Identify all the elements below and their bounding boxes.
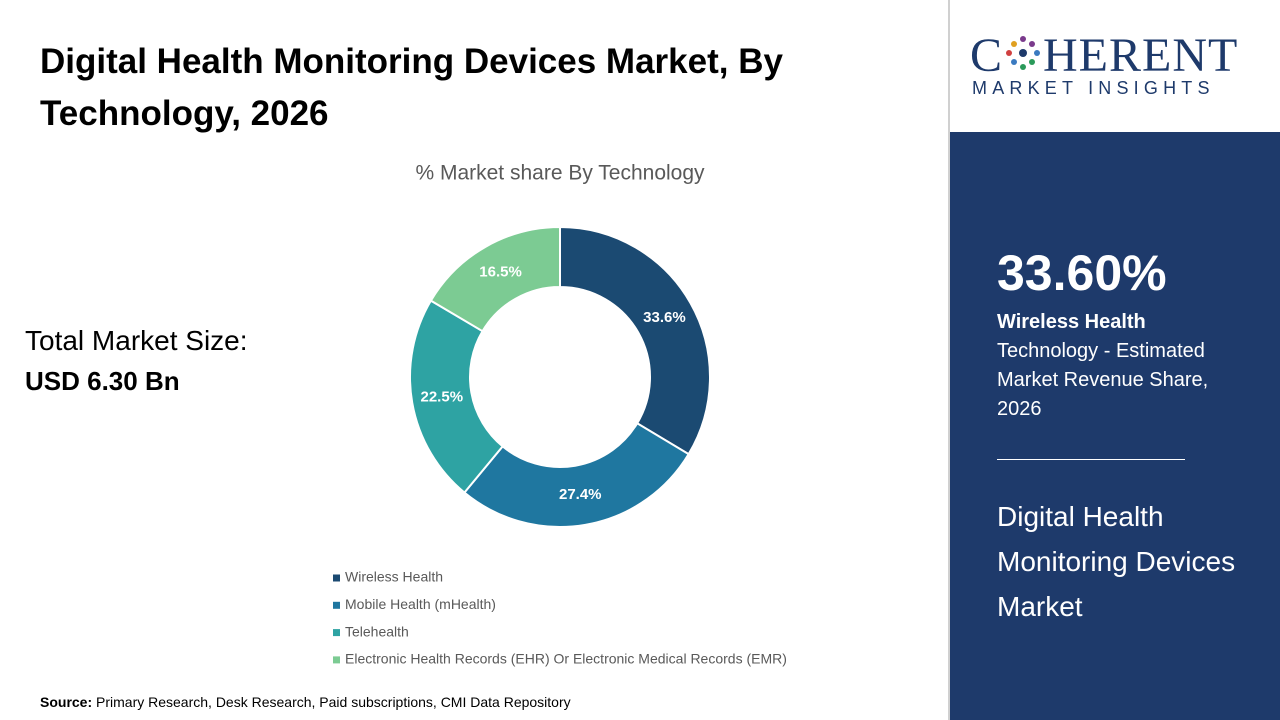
data-label: 27.4% (559, 486, 602, 503)
logo-mark (1006, 36, 1041, 70)
page-title: Digital Health Monitoring Devices Market… (40, 42, 783, 133)
highlight-text: Wireless Health Technology - Estimated Ma… (997, 308, 1257, 424)
slice (429, 225, 561, 333)
market-size-label: Total Market Size: (25, 325, 248, 356)
separator (997, 459, 1185, 460)
data-label: 16.5% (479, 264, 522, 281)
segment: Wireless Health (997, 311, 1146, 333)
logo-end: HERENT (1043, 29, 1239, 82)
description: Technology - Estimated Market Revenue Sh… (997, 340, 1209, 420)
legend-label: Electronic Health Records (EHR) Or Elect… (345, 651, 787, 667)
sidebar: 33.60% Wireless Health Technology - Estim… (950, 132, 1280, 720)
slice (462, 421, 691, 528)
legend-swatch (333, 629, 340, 637)
legend-label: Wireless Health (345, 569, 443, 585)
legend-swatch (333, 574, 340, 582)
legend-label: Telehealth (345, 623, 409, 639)
source-text: Primary Research, Desk Research, Paid su… (96, 694, 571, 710)
data-label: 22.5% (421, 389, 464, 406)
logo: C HERENT MARKET INSIGHTS (950, 0, 1280, 132)
logo-name: C HERENT (970, 28, 1238, 83)
market-size-value: USD 6.30 Bn (25, 366, 180, 396)
slice (559, 225, 711, 456)
data-label: 33.6% (643, 309, 686, 326)
logo-start: C (970, 29, 1004, 82)
source: Source: Primary Research, Desk Research,… (40, 694, 571, 710)
legend-label: Mobile Health (mHealth) (345, 596, 496, 612)
chart: % Market share By Technology 33.6% 27.4% 2… (333, 162, 787, 667)
source-label: Source: (40, 694, 93, 710)
chart-title: % Market share By Technology (415, 162, 705, 185)
legend-swatch (333, 656, 340, 664)
highlight: 33.60% (997, 245, 1167, 301)
legend-swatch (333, 601, 340, 609)
market-name: Digital Health Monitoring Devices Market (997, 501, 1236, 622)
logo-tagline: MARKET INSIGHTS (972, 78, 1215, 98)
divider (948, 0, 950, 720)
